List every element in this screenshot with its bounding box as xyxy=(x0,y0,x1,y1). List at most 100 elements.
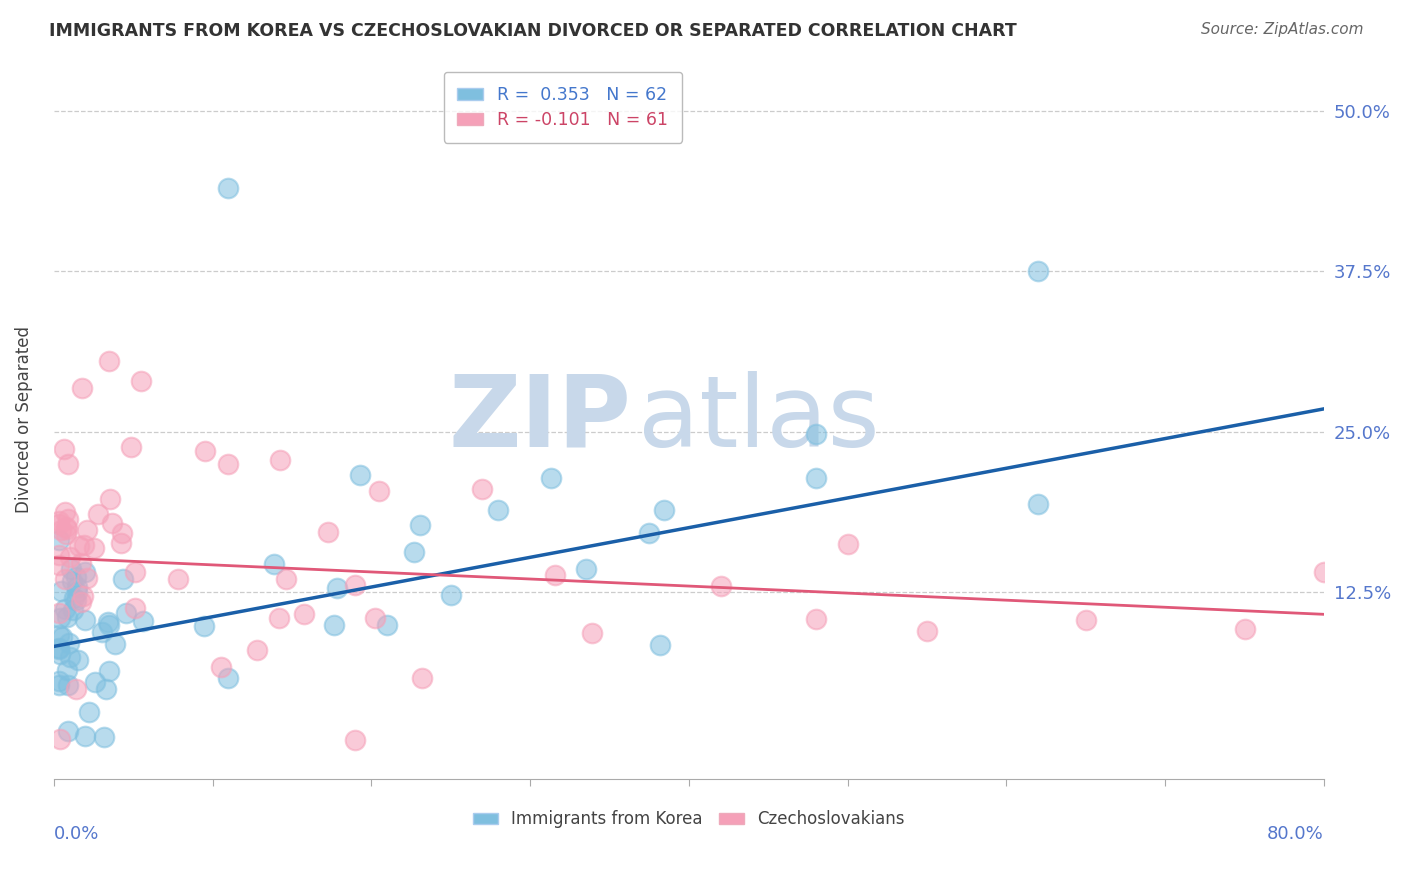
Point xyxy=(98,354,121,368)
Point xyxy=(48,548,70,562)
Point xyxy=(53,505,76,519)
Point xyxy=(76,571,98,585)
Point xyxy=(710,578,733,592)
Point xyxy=(48,640,70,655)
Point xyxy=(408,518,430,533)
Point xyxy=(56,677,79,691)
Point xyxy=(58,636,80,650)
Point xyxy=(56,609,79,624)
Point xyxy=(575,562,598,576)
Point xyxy=(73,538,96,552)
Point xyxy=(48,628,70,642)
Point xyxy=(1026,497,1049,511)
Point xyxy=(91,624,114,639)
Point xyxy=(51,583,73,598)
Point xyxy=(377,617,399,632)
Point xyxy=(194,444,217,458)
Point xyxy=(98,664,121,678)
Y-axis label: Divorced or Separated: Divorced or Separated xyxy=(15,326,32,513)
Text: atlas: atlas xyxy=(638,371,880,467)
Point xyxy=(53,572,76,586)
Point xyxy=(98,491,121,506)
Point xyxy=(804,471,827,485)
Point xyxy=(274,572,297,586)
Point xyxy=(246,643,269,657)
Point xyxy=(55,520,77,534)
Point xyxy=(1313,566,1336,580)
Point xyxy=(193,619,215,633)
Point xyxy=(48,678,70,692)
Point xyxy=(48,533,70,547)
Point xyxy=(124,601,146,615)
Point xyxy=(217,181,239,195)
Point xyxy=(209,660,232,674)
Point xyxy=(124,566,146,580)
Point xyxy=(263,558,285,572)
Point xyxy=(104,637,127,651)
Point xyxy=(56,724,79,739)
Point xyxy=(83,674,105,689)
Point xyxy=(471,483,494,497)
Point xyxy=(110,535,132,549)
Point xyxy=(915,624,938,639)
Text: 0.0%: 0.0% xyxy=(53,825,100,844)
Point xyxy=(67,539,90,553)
Point xyxy=(48,607,70,621)
Point xyxy=(367,483,389,498)
Point xyxy=(49,648,72,662)
Point xyxy=(70,595,93,609)
Point xyxy=(349,467,371,482)
Point xyxy=(75,565,97,579)
Point xyxy=(129,374,152,388)
Point xyxy=(97,615,120,629)
Point xyxy=(60,574,83,589)
Point xyxy=(48,642,70,657)
Point xyxy=(55,526,77,541)
Point xyxy=(486,502,509,516)
Point xyxy=(1233,622,1256,636)
Point xyxy=(53,602,76,616)
Point xyxy=(292,607,315,621)
Point xyxy=(48,558,70,572)
Point xyxy=(83,541,105,556)
Point xyxy=(120,440,142,454)
Point xyxy=(114,606,136,620)
Point xyxy=(544,567,567,582)
Point xyxy=(75,613,97,627)
Point xyxy=(52,442,75,457)
Point xyxy=(804,426,827,441)
Point xyxy=(51,524,73,538)
Point xyxy=(804,612,827,626)
Point xyxy=(132,614,155,628)
Point xyxy=(217,457,239,471)
Point xyxy=(49,611,72,625)
Point xyxy=(48,674,70,689)
Point xyxy=(48,517,70,532)
Point xyxy=(65,570,87,584)
Point xyxy=(56,522,79,536)
Text: 80.0%: 80.0% xyxy=(1267,825,1324,844)
Point xyxy=(440,588,463,602)
Point xyxy=(267,611,290,625)
Point xyxy=(167,573,190,587)
Point xyxy=(1074,614,1097,628)
Point xyxy=(364,611,387,625)
Point xyxy=(66,584,89,599)
Point xyxy=(65,681,87,696)
Point xyxy=(540,471,562,485)
Point xyxy=(70,556,93,570)
Point xyxy=(72,589,94,603)
Point xyxy=(65,592,87,607)
Point xyxy=(55,663,77,677)
Point xyxy=(638,525,661,540)
Point xyxy=(56,457,79,471)
Point xyxy=(98,617,121,632)
Point xyxy=(93,730,115,744)
Point xyxy=(86,507,108,521)
Point xyxy=(66,653,89,667)
Point xyxy=(1026,264,1049,278)
Point xyxy=(76,523,98,537)
Point xyxy=(73,730,96,744)
Text: ZIP: ZIP xyxy=(449,371,631,467)
Point xyxy=(111,526,134,541)
